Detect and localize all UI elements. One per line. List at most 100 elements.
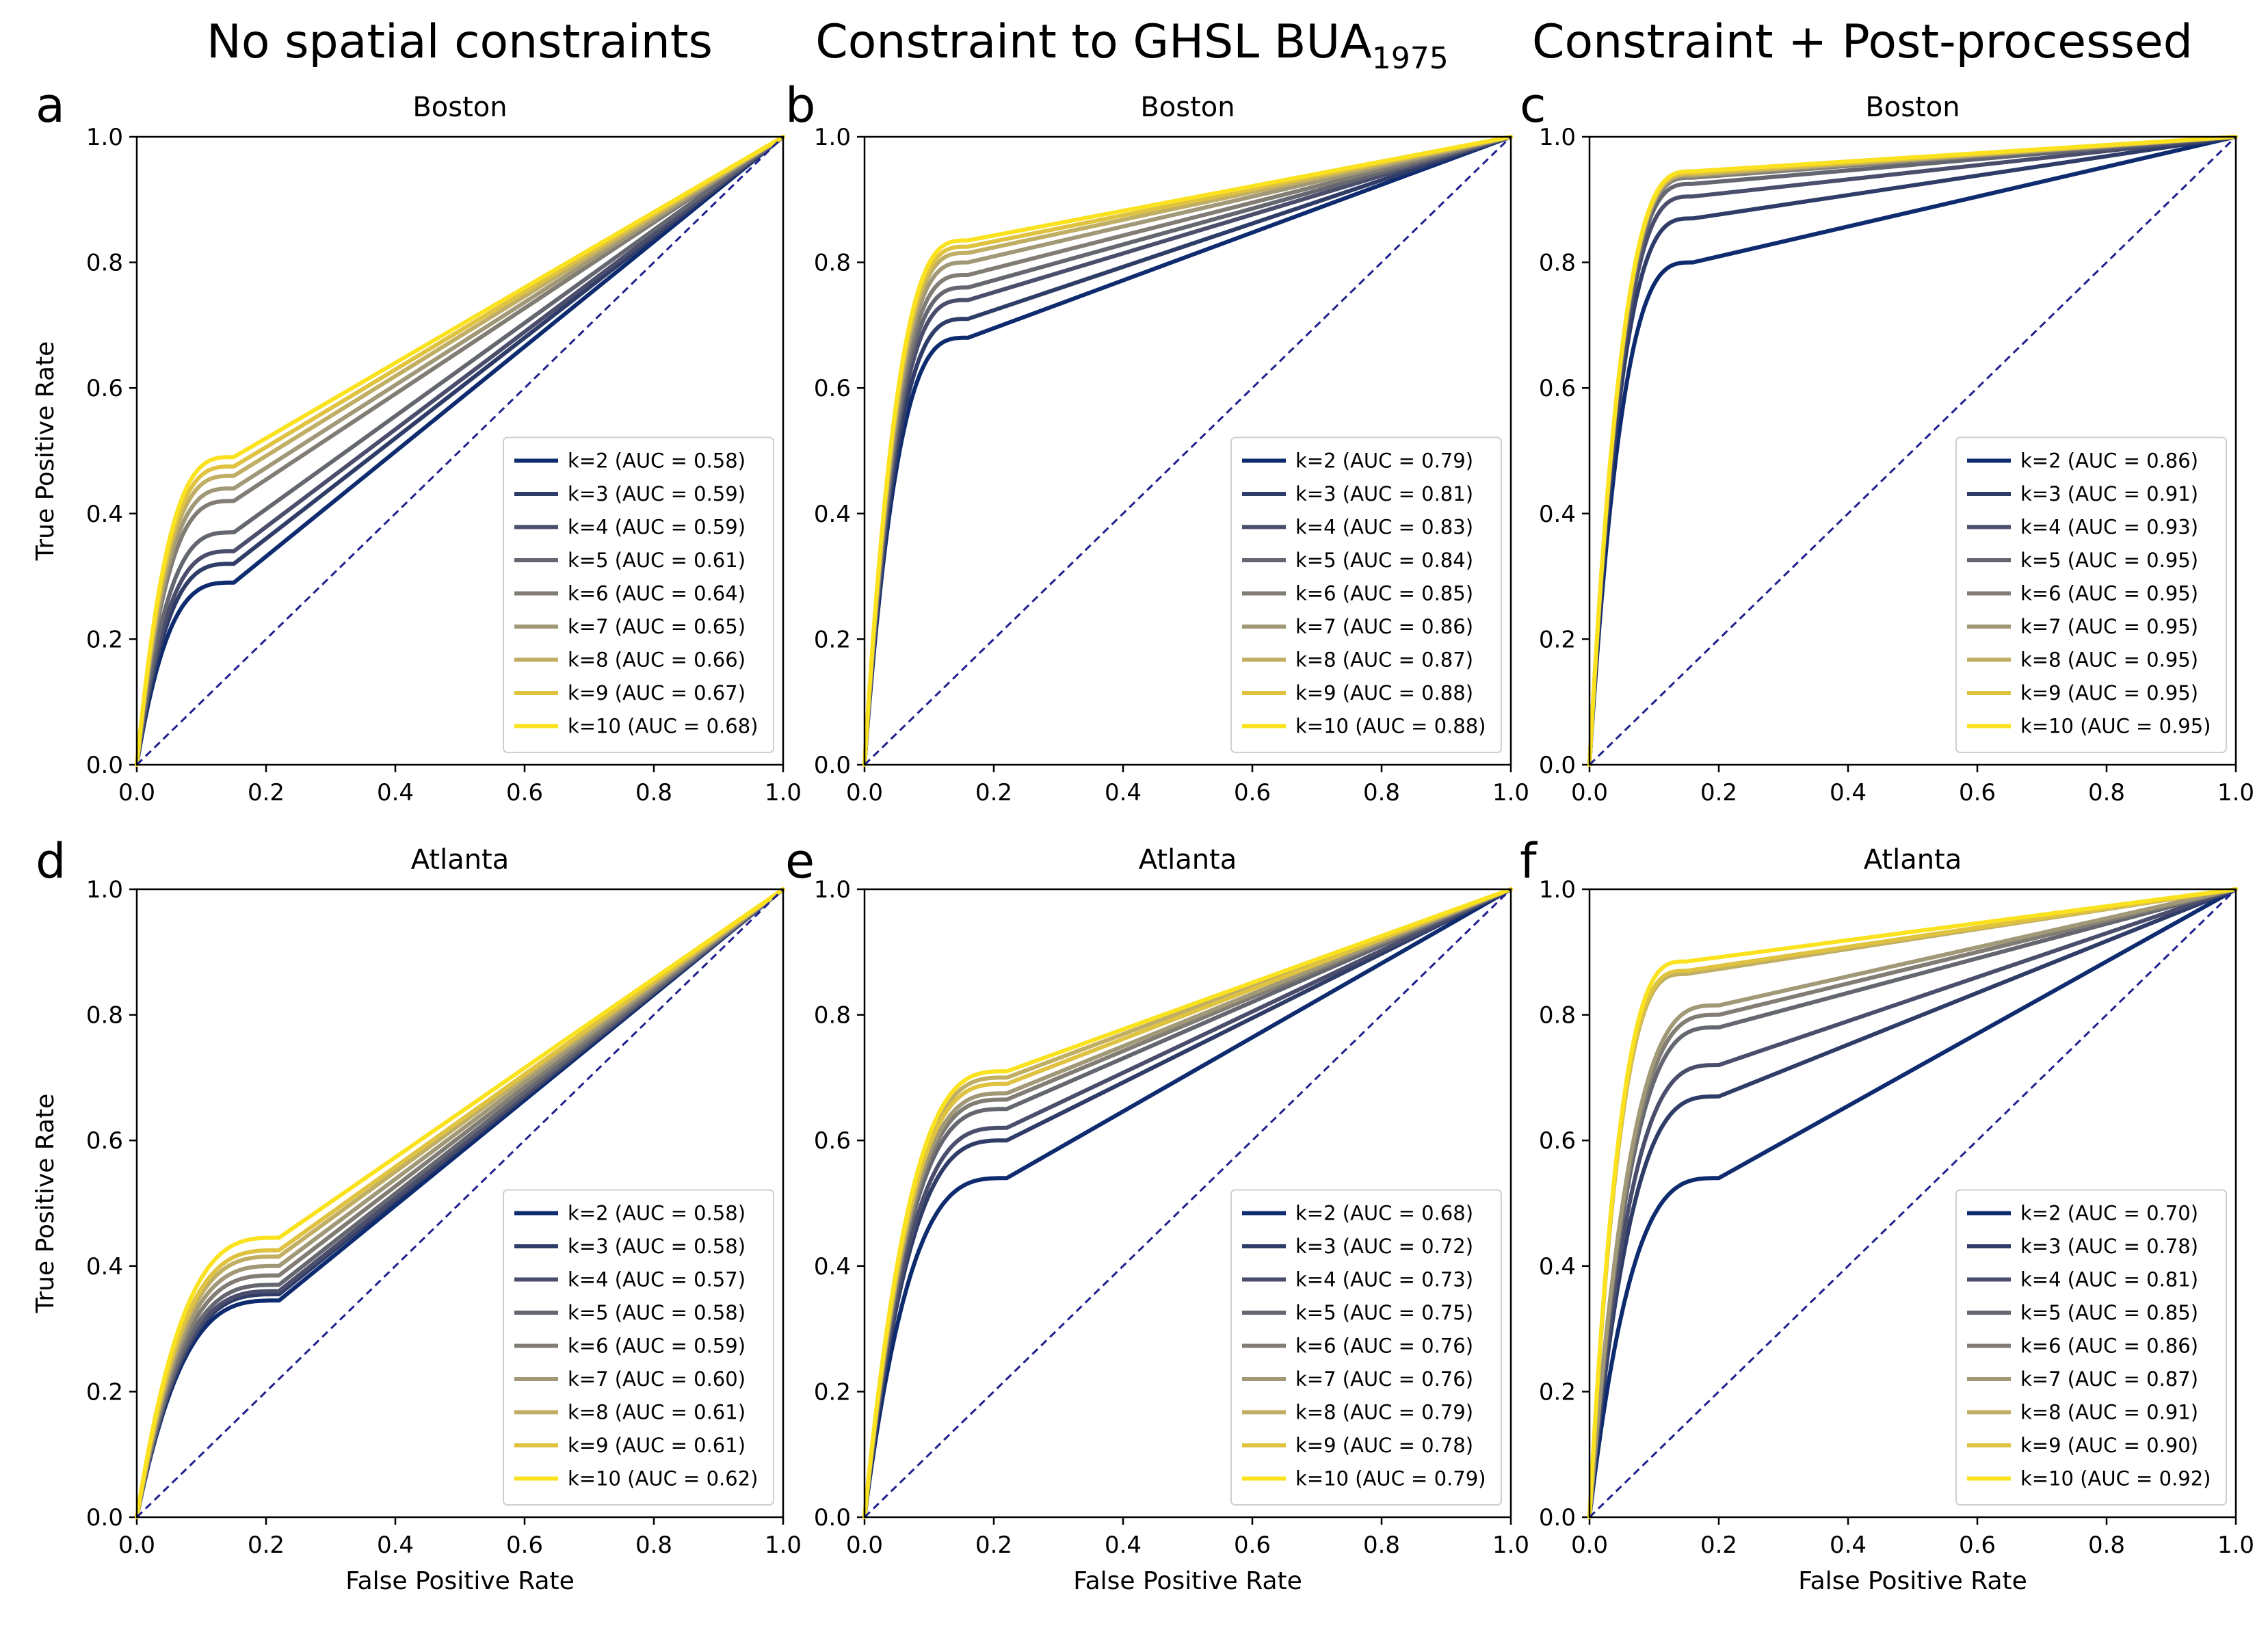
- legend: k=2 (AUC = 0.86) k=3 (AUC = 0.91) k=4 (AUC…: [1955, 436, 2227, 753]
- chance-diagonal: [863, 888, 1512, 1519]
- x-axis-label: False Positive Rate: [345, 1567, 575, 1595]
- roc-curve-k4: [1587, 887, 2238, 1519]
- legend: k=2 (AUC = 0.79) k=3 (AUC = 0.81) k=4 (AUC…: [1230, 436, 1502, 753]
- legend-entry-k10: k=10 (AUC = 0.68): [568, 715, 758, 738]
- x-tick-label: 0.4: [377, 1532, 414, 1559]
- panel-letter-a: a: [36, 77, 65, 133]
- x-tick-label: 0.0: [118, 779, 155, 806]
- roc-curve-k5: [135, 135, 785, 767]
- legend-entry-k7: k=7 (AUC = 0.60): [568, 1367, 746, 1391]
- legend: k=2 (AUC = 0.58) k=3 (AUC = 0.58) k=4 (AUC…: [503, 1189, 774, 1506]
- y-tick-label: 0.2: [1539, 626, 1576, 653]
- legend-entry-k5: k=5 (AUC = 0.85): [2020, 1301, 2198, 1324]
- x-tick-label: 0.6: [506, 1532, 543, 1559]
- legend-entry-k9: k=9 (AUC = 0.88): [1295, 681, 1473, 705]
- roc-curve-k10: [1587, 887, 2238, 1519]
- y-tick-label: 1.0: [1539, 124, 1576, 151]
- legend-entry-k3: k=3 (AUC = 0.72): [1295, 1235, 1473, 1258]
- legend-entry-k9: k=9 (AUC = 0.95): [2020, 681, 2198, 705]
- legend-entry-k7: k=7 (AUC = 0.87): [2020, 1367, 2198, 1391]
- legend-entry-k7: k=7 (AUC = 0.95): [2020, 615, 2198, 638]
- x-tick-label: 0.4: [1105, 779, 1142, 806]
- y-tick-label: 0.6: [814, 375, 851, 402]
- panel-title-e: Atlanta: [1139, 844, 1237, 876]
- chance-diagonal: [135, 888, 784, 1519]
- legend-entry-k6: k=6 (AUC = 0.76): [1295, 1335, 1473, 1358]
- panel-letter-e: e: [785, 833, 815, 889]
- legend-entry-k2: k=2 (AUC = 0.68): [1295, 1202, 1473, 1225]
- roc-curve-k10: [862, 887, 1513, 1519]
- legend-box: [1230, 1189, 1502, 1506]
- y-tick-label: 0.2: [1539, 1378, 1576, 1406]
- y-tick-label: 0.0: [86, 752, 123, 779]
- y-tick-label: 0.8: [86, 1002, 123, 1029]
- roc-curve-k7: [1587, 887, 2238, 1519]
- x-tick-label: 0.2: [975, 1532, 1012, 1559]
- legend-box: [503, 436, 774, 753]
- legend-entry-k2: k=2 (AUC = 0.58): [568, 449, 746, 473]
- legend-box: [1955, 436, 2227, 753]
- column-title-2: Constraint to GHSL BUA1975: [815, 15, 1448, 76]
- legend-entry-k9: k=9 (AUC = 0.61): [568, 1434, 746, 1457]
- x-tick-label: 0.6: [1959, 779, 1996, 806]
- legend-entry-k3: k=3 (AUC = 0.91): [2020, 482, 2198, 506]
- axes-frame: [863, 888, 1512, 1519]
- x-tick-label: 1.0: [1492, 1532, 1529, 1559]
- legend-entry-k5: k=5 (AUC = 0.61): [568, 549, 746, 572]
- chance-diagonal: [1588, 888, 2237, 1519]
- y-tick-label: 1.0: [814, 124, 851, 151]
- x-tick-label: 0.8: [1363, 1532, 1400, 1559]
- legend: k=2 (AUC = 0.70) k=3 (AUC = 0.78) k=4 (AUC…: [1955, 1189, 2227, 1506]
- panel-title-f: Atlanta: [1864, 844, 1962, 876]
- legend-entry-k6: k=6 (AUC = 0.95): [2020, 582, 2198, 605]
- roc-curve-k2: [1587, 887, 2238, 1519]
- legend-entry-k6: k=6 (AUC = 0.59): [568, 1335, 746, 1358]
- legend-entry-k9: k=9 (AUC = 0.78): [1295, 1434, 1473, 1457]
- x-tick-label: 0.0: [118, 1532, 155, 1559]
- axes-frame: [1588, 135, 2237, 766]
- y-tick-label: 1.0: [1539, 876, 1576, 904]
- legend-entry-k2: k=2 (AUC = 0.70): [2020, 1202, 2198, 1225]
- legend-entry-k6: k=6 (AUC = 0.85): [1295, 582, 1473, 605]
- roc-curve-k10: [135, 135, 785, 767]
- column-title-1: No spatial constraints: [207, 15, 713, 69]
- y-tick-label: 0.4: [86, 501, 123, 528]
- panels: a Boston0.00.00.20.20.40.40.60.60.80.81.0…: [31, 77, 2254, 1595]
- y-axis-label: True Positive Rate: [31, 341, 60, 562]
- legend-entry-k3: k=3 (AUC = 0.78): [2020, 1235, 2198, 1258]
- x-tick-label: 0.2: [1700, 779, 1737, 806]
- axes-frame: [135, 888, 784, 1519]
- x-tick-label: 0.4: [1105, 1532, 1142, 1559]
- y-tick-label: 0.6: [86, 1127, 123, 1155]
- roc-curve-k2: [862, 887, 1513, 1519]
- y-tick-label: 0.0: [814, 752, 851, 779]
- y-tick-label: 0.2: [86, 626, 123, 653]
- x-tick-label: 0.6: [506, 779, 543, 806]
- legend: k=2 (AUC = 0.58) k=3 (AUC = 0.59) k=4 (AUC…: [503, 436, 774, 753]
- x-tick-label: 0.6: [1959, 1532, 1996, 1559]
- panel-c: c Boston 0.00.0 0.2 0.2 0.4 0.4 0.6 0.6 0.8 0.8 1.0…: [1520, 77, 2254, 806]
- x-tick-label: 0.0: [846, 1532, 883, 1559]
- panel-b: b Boston 0.00.0 0.2 0.2 0.4 0.4 0.6 0.6 0.8 0.8 1.0…: [785, 77, 1529, 806]
- legend-entry-k3: k=3 (AUC = 0.58): [568, 1235, 746, 1258]
- x-tick-label: 0.2: [1700, 1532, 1737, 1559]
- legend-entry-k5: k=5 (AUC = 0.58): [568, 1301, 746, 1324]
- axes-frame: [863, 135, 1512, 766]
- legend-entry-k5: k=5 (AUC = 0.84): [1295, 549, 1473, 572]
- legend-entry-k2: k=2 (AUC = 0.79): [1295, 449, 1473, 473]
- legend-entry-k6: k=6 (AUC = 0.86): [2020, 1335, 2198, 1358]
- legend-box: [1230, 436, 1502, 753]
- legend-entry-k4: k=4 (AUC = 0.93): [2020, 516, 2198, 539]
- x-tick-label: 0.2: [248, 779, 285, 806]
- x-tick-label: 0.2: [975, 779, 1012, 806]
- x-tick-label: 0.0: [1571, 1532, 1608, 1559]
- panel-title-c: Boston: [1865, 92, 1960, 123]
- y-tick-label: 0.0: [814, 1504, 851, 1532]
- legend-entry-k10: k=10 (AUC = 0.95): [2020, 715, 2211, 738]
- legend-entry-k8: k=8 (AUC = 0.95): [2020, 648, 2198, 672]
- y-tick-label: 0.8: [814, 1002, 851, 1029]
- y-tick-label: 0.2: [86, 1378, 123, 1406]
- legend-entry-k7: k=7 (AUC = 0.86): [1295, 615, 1473, 638]
- y-tick-label: 0.4: [814, 1253, 851, 1281]
